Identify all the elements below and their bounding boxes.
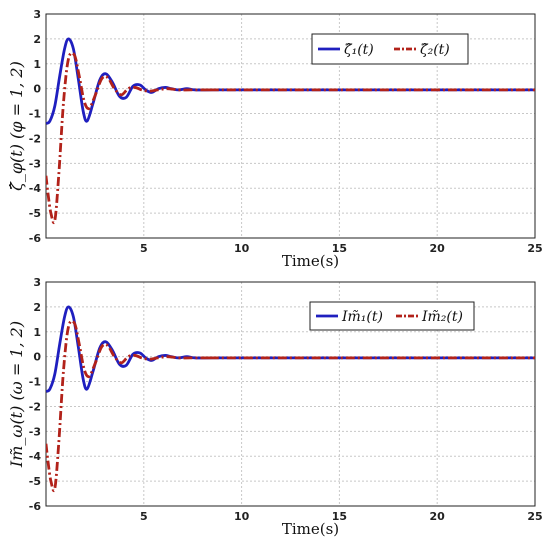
y-tick-label: -1 [29,108,41,121]
y-tick-label: -3 [29,157,41,170]
series-group [46,305,535,493]
plot-frame [45,281,536,507]
y-tick-label: -2 [29,400,41,413]
y-tick-label: -6 [29,500,42,513]
x-tick-label: 20 [430,242,446,255]
y-tick-label: -5 [29,475,41,488]
plot-frame [45,13,536,239]
y-tick-label: 0 [33,351,41,364]
y-tick-label: -5 [29,207,41,220]
legend-label-1: ζ̂₁(t) [344,42,374,58]
x-axis-label: Time(s) [282,252,339,270]
series-line-2 [46,51,535,225]
y-tick-label: -1 [29,376,41,389]
legend-label-2: ζ̂₂(t) [420,42,450,58]
legend: ζ̂₁(t) ζ̂₂(t) [311,33,469,65]
x-tick-label: 5 [140,242,148,255]
x-tick-label: 25 [527,242,542,255]
x-tick-label: 10 [234,510,250,523]
y-tick-label: -6 [29,232,42,245]
legend: Im̃₁(t) Im̃₂(t) [309,301,475,331]
y-axis-label: ζ̂_φ(t) (φ = 1, 2) [7,61,26,191]
y-tick-label: 2 [33,301,41,314]
y-tick-label: 1 [33,58,41,71]
y-tick-label: 3 [33,8,41,21]
y-tick-label: -4 [29,182,42,195]
x-tick-label: 15 [332,242,347,255]
legend-box [309,301,475,331]
legend-label-1: Im̃₁(t) [341,309,383,325]
y-tick-label: 1 [33,326,41,339]
x-tick-label: 10 [234,242,250,255]
series-line-2 [46,319,535,493]
y-tick-label: 0 [33,83,41,96]
y-tick-label: -4 [29,450,42,463]
y-tick-label: 3 [33,276,41,289]
y-axis-label: Im̃_ω(t) (ω = 1, 2) [7,321,26,468]
x-axis-label: Time(s) [282,520,339,538]
x-tick-label: 20 [430,510,446,523]
x-tick-label: 15 [332,510,347,523]
x-tick-label: 25 [527,510,542,523]
legend-label-2: Im̃₂(t) [421,309,463,325]
y-tick-label: -3 [29,425,41,438]
y-tick-label: -2 [29,132,41,145]
x-tick-label: 5 [140,510,148,523]
y-tick-label: 2 [33,33,41,46]
series-group [46,37,535,225]
